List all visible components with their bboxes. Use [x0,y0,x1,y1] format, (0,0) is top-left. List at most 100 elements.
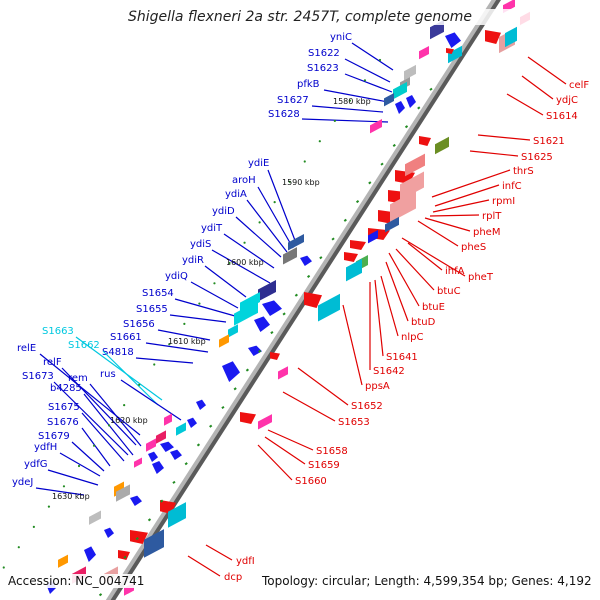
gene-label-left: S1623 [307,63,339,74]
label-leader-line [187,555,221,577]
ruler-tick [319,256,323,260]
ruler-dot [303,160,306,163]
label-leader-line [323,89,389,103]
gene-label-left: S1654 [142,288,174,299]
accession-text: Accession: NC_004741 [8,574,145,588]
gene-label-left: ydiR [182,255,204,266]
footer: Accession: NC_004741 Topology: circular;… [0,574,600,590]
gene-arrow-reverse [350,240,366,250]
gene-label-left: S1673 [22,371,54,382]
gene-feature [393,81,407,100]
gene-label-left: ydiT [201,223,223,234]
gene-arrow-forward [130,495,142,506]
gene-feature [144,529,164,558]
ruler-tick [196,443,201,447]
ruler-tick [184,462,188,466]
label-leader-line [59,452,101,477]
gene-feature [258,414,272,430]
gene-label-right: S1642 [373,366,405,377]
label-leader-line [71,441,105,472]
ruler-dot [378,58,382,62]
label-leader-line [477,134,531,141]
ruler-tick [233,387,237,391]
gene-arrow-forward [148,451,158,462]
label-leader-line [401,237,466,277]
ruler-dot [258,221,261,224]
ruler-label: 1610 kbp [168,337,206,346]
gene-arrow-forward [152,461,164,474]
gene-label-left: ydiD [212,206,235,217]
gene-feature [156,430,166,444]
label-leader-line [297,367,349,406]
ruler-label: 1600 kbp [226,258,264,267]
label-leader-line [174,298,243,319]
gene-label-right: ydfI [236,556,255,567]
gene-label-left: S1679 [38,431,70,442]
ruler-tick [331,237,335,241]
ruler-tick [160,499,164,503]
label-leader-line [39,353,141,436]
label-leader-line [469,150,519,157]
ruler-tick [123,555,127,559]
gene-label-left: S1662 [68,340,100,351]
gene-arrow-forward [445,32,461,48]
label-leader-line [120,379,182,421]
label-leader-line [169,314,227,323]
ruler-tick [172,480,176,484]
gene-arrow-forward [84,546,96,562]
label-leader-line [257,444,293,481]
ruler-tick [221,405,225,410]
ruler-tick [209,424,213,428]
ruler-dot [47,505,51,508]
label-leader-line [506,93,544,116]
gene-arrow-reverse [419,136,431,146]
gene-label-left: ydiE [248,158,269,169]
ruler-tick [343,218,347,222]
gene-feature [89,510,101,525]
page-title: Shigella flexneri 2a str. 2457T, complet… [0,9,600,25]
gene-arrow-forward [406,95,416,108]
gene-arrow-forward [104,527,114,538]
gene-arrow-reverse [270,352,280,360]
label-leader-line [102,350,159,406]
gene-arrow-reverse [344,252,358,262]
gene-label-left: ydiQ [165,271,188,282]
gene-feature [505,26,517,48]
label-leader-line [431,169,511,198]
gene-arrow-reverse [485,30,501,44]
gene-feature [116,484,130,502]
gene-label-left: ydeJ [12,477,33,488]
gene-feature [405,153,425,177]
gene-feature [146,438,156,452]
gene-label-right: S1653 [338,417,370,428]
gene-label-right: rplT [482,211,502,222]
ruler-dot [153,363,156,366]
label-leader-line [301,118,389,123]
gene-feature [346,258,362,282]
gene-label-left: aroH [232,175,256,186]
gene-feature [219,334,229,348]
label-leader-line [407,242,443,271]
gene-label-right: nlpC [401,332,423,343]
ruler-tick [417,106,421,110]
label-leader-line [223,233,275,269]
label-leader-line [264,436,306,465]
gene-feature [370,118,382,134]
gene-feature [390,190,416,223]
ruler-tick [429,87,433,91]
label-leader-line [257,186,294,249]
label-leader-line [205,544,233,561]
genome-summary: Topology: circular; Length: 4,599,354 bp… [262,574,592,588]
gene-label-left: S4818 [102,347,134,358]
gene-feature [58,554,68,568]
ruler-dot [108,424,111,427]
ruler-layer: 1580 kbp 1590 kbp 1600 kbp 1610 kbp 1620 kbp… [2,58,433,597]
ruler-tick [380,162,384,166]
gene-feature [164,413,172,426]
label-leader-line [157,329,211,341]
gene-feature [283,247,297,265]
gene-label-left: ydfG [24,459,48,470]
label-leader-line [89,383,142,447]
ruler-tick [270,331,274,335]
